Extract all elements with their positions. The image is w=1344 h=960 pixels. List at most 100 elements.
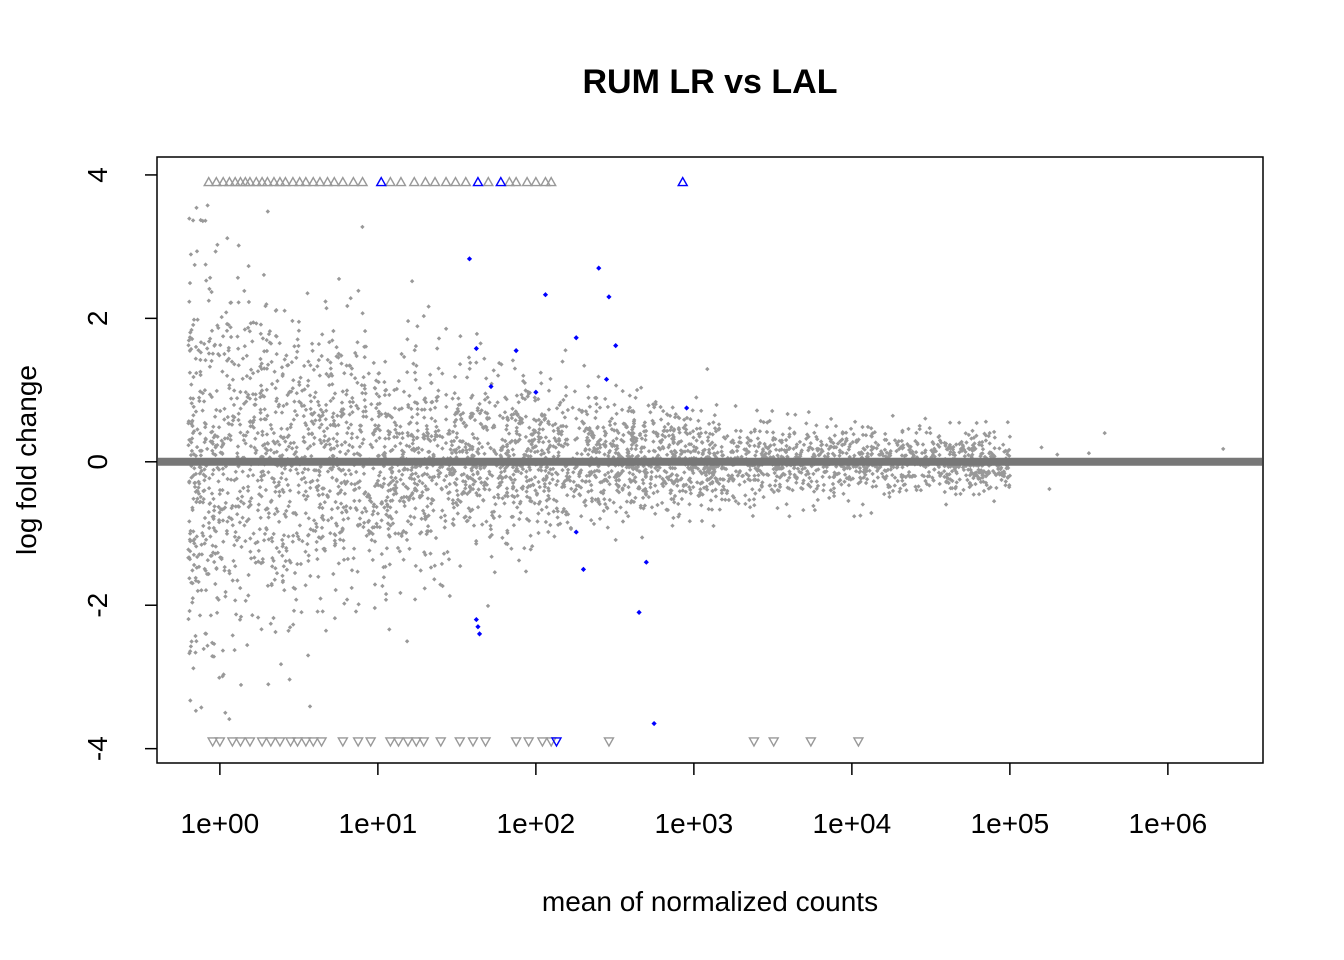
nonsignificant-triangle-up-point: [293, 176, 306, 187]
nonsignificant-triangle-up-point: [203, 176, 215, 187]
x-axis-ticks: 1e+00 1e+01 1e+02 1e+03 1e+04 1e+05 1e+06: [181, 763, 1207, 839]
significant-dot-point: [542, 292, 549, 298]
significant-dot-point: [473, 345, 479, 352]
nonsignificant-triangle-down-point: [300, 737, 312, 748]
y-tick-label: 0: [82, 454, 113, 470]
nonsignificant-triangle-down-point: [435, 737, 447, 748]
nonsignificant-triangle-up-point: [395, 176, 407, 187]
significant-dot-point: [603, 376, 610, 382]
significant-dot-point: [684, 405, 690, 411]
nonsignificant-triangle-down-point: [206, 737, 219, 748]
nonsignificant-triangle-down-point: [315, 737, 328, 748]
nonsignificant-triangle-up-point: [217, 176, 229, 187]
nonsignificant-triangle-down-point: [522, 737, 535, 748]
nonsignificant-triangle-down-point: [767, 737, 780, 748]
nonsignificant-triangle-up-point: [274, 176, 286, 187]
nonsignificant-triangle-up-point: [307, 176, 319, 187]
significant-dot-point: [643, 559, 649, 565]
significant-triangle-up-point: [677, 176, 689, 187]
nonsignificant-triangle-down-point: [510, 737, 522, 748]
y-tick-label: -2: [82, 593, 113, 618]
nonsignificant-triangle-down-point: [410, 737, 422, 748]
y-tick-label: 2: [82, 311, 113, 327]
nonsignificant-triangle-up-point: [510, 176, 522, 187]
nonsignificant-triangle-up-point: [521, 176, 533, 187]
significant-dot-point: [606, 294, 612, 300]
x-tick-label: 1e+04: [813, 808, 892, 839]
y-tick-label: 4: [82, 167, 113, 183]
x-tick-label: 1e+05: [971, 808, 1050, 839]
nonsignificant-triangle-down-point: [284, 737, 297, 748]
nonsignificant-triangle-up-point: [210, 176, 223, 187]
nonsignificant-triangle-down-point: [244, 737, 256, 748]
nonsignificant-triangle-down-point: [536, 737, 549, 748]
nonsignificant-triangle-down-point: [234, 737, 247, 748]
nonsignificant-triangle-up-point: [384, 176, 397, 187]
nonsignificant-triangle-down-point: [364, 737, 377, 748]
nonsignificant-triangle-down-point: [256, 737, 268, 748]
nonsignificant-triangle-up-point: [314, 176, 326, 187]
nonsignificant-triangle-up-point: [539, 176, 552, 187]
x-tick-label: 1e+02: [497, 808, 576, 839]
y-axis-label: log fold change: [11, 365, 42, 555]
nonsignificant-triangle-up-point: [244, 176, 256, 187]
nonsignificant-triangle-up-point: [256, 176, 268, 187]
nonsignificant-triangle-up-point: [530, 176, 542, 187]
x-axis-label: mean of normalized counts: [542, 886, 878, 917]
nonsignificant-triangle-down-point: [454, 737, 466, 748]
significant-dot-point: [573, 529, 579, 535]
nonsignificant-triangle-down-point: [214, 737, 226, 748]
nonsignificant-triangle-up-point: [268, 176, 280, 187]
data-points: [203, 176, 865, 748]
significant-dot-point: [636, 609, 642, 615]
significant-triangle-up-point: [472, 176, 484, 187]
significant-dot-point: [476, 631, 483, 637]
nonsignificant-triangle-down-point: [337, 737, 349, 748]
nonsignificant-triangle-up-point: [337, 176, 349, 187]
nonsignificant-triangle-up-point: [482, 176, 495, 187]
significant-dot-point: [573, 335, 579, 341]
nonsignificant-triangle-up-point: [347, 176, 360, 187]
nonsignificant-triangle-down-point: [307, 737, 319, 748]
nonsignificant-triangle-up-point: [279, 176, 292, 187]
significant-dot-point: [466, 256, 473, 262]
significant-dot-point: [596, 265, 602, 271]
nonsignificant-triangle-up-point: [419, 176, 432, 187]
plot-frame: [156, 156, 1264, 764]
chart-title: RUM LR vs LAL: [583, 63, 838, 101]
nonsignificant-triangle-down-point: [352, 737, 364, 748]
significant-dot-point: [580, 566, 587, 572]
nonsignificant-triangle-down-point: [479, 737, 492, 748]
significant-triangle-down-point: [550, 737, 563, 748]
nonsignificant-triangle-up-point: [250, 176, 262, 187]
significant-triangle-up-point: [495, 176, 507, 187]
nonsignificant-triangle-up-point: [328, 176, 341, 187]
y-axis-ticks: -4 -2 0 2 4: [82, 167, 157, 761]
nonsignificant-triangle-down-point: [274, 737, 286, 748]
significant-triangle-up-point: [375, 176, 387, 187]
nonsignificant-triangle-up-point: [261, 176, 274, 187]
nonsignificant-triangle-up-point: [321, 176, 334, 187]
nonsignificant-triangle-up-point: [356, 176, 369, 187]
nonsignificant-triangle-up-point: [429, 176, 441, 187]
nonsignificant-triangle-down-point: [852, 737, 865, 748]
significant-dot-point: [473, 616, 479, 623]
significant-dot-point: [475, 624, 481, 630]
nonsignificant-triangle-down-point: [226, 737, 239, 748]
nonsignificant-triangle-down-point: [805, 737, 817, 748]
nonsignificant-triangle-up-point: [545, 176, 557, 187]
nonsignificant-triangle-down-point: [402, 737, 414, 748]
significant-dot-point: [513, 348, 519, 354]
significant-dot-point: [613, 343, 619, 349]
nonsignificant-triangle-up-point: [503, 176, 516, 187]
x-tick-label: 1e+03: [655, 808, 734, 839]
nonsignificant-triangle-up-point: [460, 176, 472, 187]
significant-dot-point: [488, 383, 494, 390]
nonsignificant-triangle-down-point: [384, 737, 397, 748]
nonsignificant-triangle-down-point: [748, 737, 760, 748]
nonsignificant-triangle-up-point: [300, 176, 312, 187]
x-tick-label: 1e+01: [339, 808, 418, 839]
y-tick-label: -4: [82, 736, 113, 761]
nonsignificant-triangle-down-point: [291, 737, 304, 748]
